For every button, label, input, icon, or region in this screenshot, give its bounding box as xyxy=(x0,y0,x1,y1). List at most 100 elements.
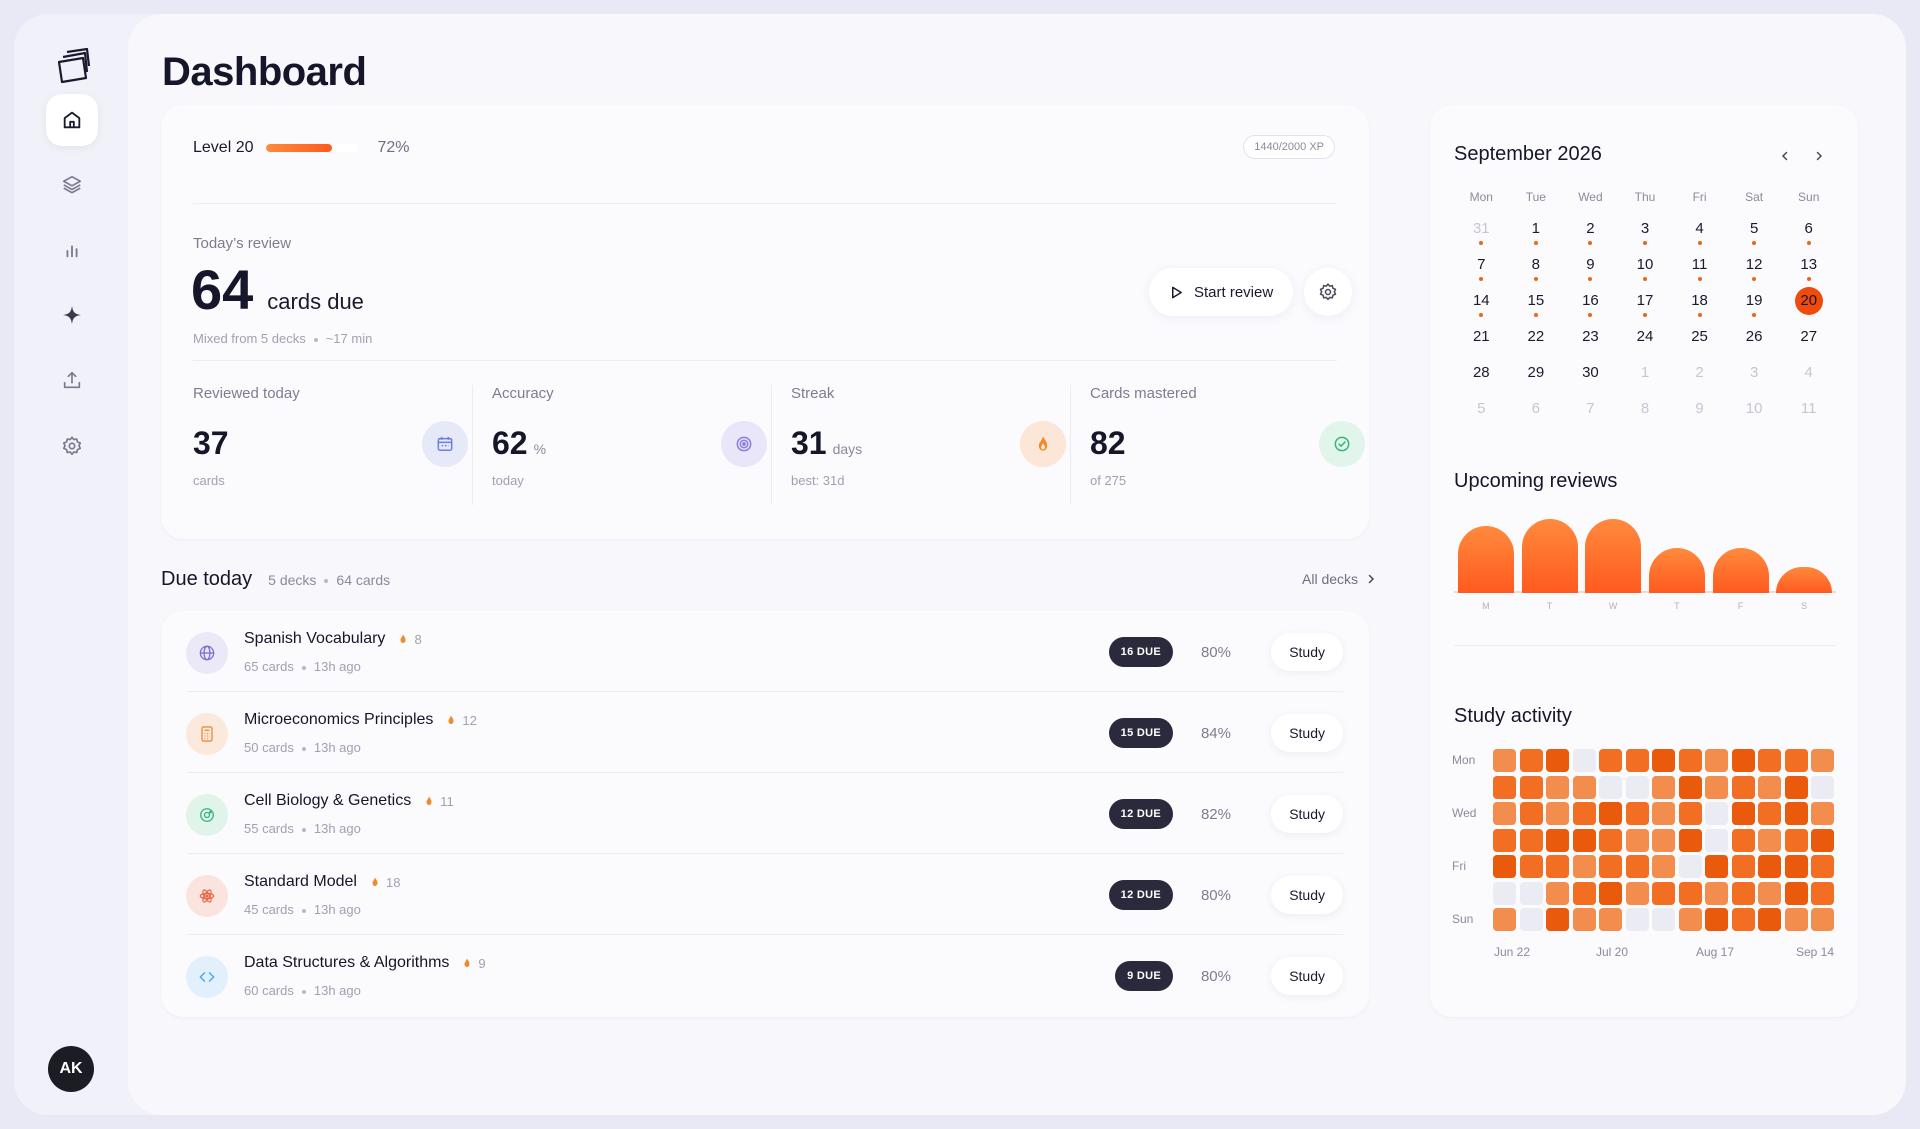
calendar-day[interactable]: 4 xyxy=(1672,215,1727,251)
deck-title: Spanish Vocabulary 8 xyxy=(244,630,422,648)
calendar-day-number: 28 xyxy=(1472,364,1490,381)
calendar-day[interactable]: 10 xyxy=(1618,251,1673,287)
separator-dot xyxy=(301,665,306,670)
calendar-day-number: 2 xyxy=(1586,220,1595,237)
calendar-day[interactable]: 5 xyxy=(1454,395,1509,431)
deck-accuracy: 80% xyxy=(1200,887,1231,904)
calendar-day[interactable]: 11 xyxy=(1672,251,1727,287)
nav-settings-button[interactable] xyxy=(46,420,98,472)
calendar-day[interactable]: 26 xyxy=(1727,323,1782,359)
calendar-day[interactable]: 3 xyxy=(1618,215,1673,251)
calendar-day[interactable]: 1 xyxy=(1618,359,1673,395)
nav-ai-button[interactable] xyxy=(46,289,98,341)
calendar-day[interactable]: 31 xyxy=(1454,215,1509,251)
deck-row-cell-biology-genetics[interactable]: Cell Biology & Genetics 11 55 cards 13h ag… xyxy=(161,773,1369,854)
deck-title: Microeconomics Principles 12 xyxy=(244,711,477,729)
activity-cell xyxy=(1811,775,1834,799)
upcoming-bar-label: S xyxy=(1801,601,1808,611)
user-avatar[interactable]: AK xyxy=(48,1046,94,1092)
calendar-day[interactable]: 11 xyxy=(1781,395,1836,431)
study-button[interactable]: Study xyxy=(1271,795,1343,833)
calendar-day[interactable]: 2 xyxy=(1563,215,1618,251)
calendar-day[interactable]: 23 xyxy=(1563,323,1618,359)
calendar-day[interactable]: 10 xyxy=(1727,395,1782,431)
calendar-day[interactable]: 13 xyxy=(1781,251,1836,287)
due-indicator-dot xyxy=(1697,241,1702,245)
flame-icon xyxy=(448,715,454,724)
calendar-day[interactable]: 1 xyxy=(1509,215,1564,251)
deck-row-standard-model[interactable]: Standard Model 18 45 cards 13h ago 12 DUE … xyxy=(161,854,1369,935)
study-button[interactable]: Study xyxy=(1271,876,1343,914)
weekday-label: Tue xyxy=(1525,190,1546,204)
heatmap-month-label: Jul 20 xyxy=(1596,945,1629,959)
calendar-day[interactable]: 28 xyxy=(1454,359,1509,395)
calendar-day[interactable]: 6 xyxy=(1781,215,1836,251)
heatmap-day-label: Sun xyxy=(1452,912,1474,926)
calendar-day[interactable]: 25 xyxy=(1672,323,1727,359)
stat-label: Streak xyxy=(791,385,835,402)
nav-upload-button[interactable] xyxy=(46,354,98,406)
cell-icon xyxy=(186,794,228,836)
activity-cell xyxy=(1784,775,1808,799)
calendar-prev-button[interactable] xyxy=(1774,145,1796,167)
activity-cell xyxy=(1811,802,1834,825)
study-button[interactable]: Study xyxy=(1271,957,1343,995)
calendar-day[interactable]: 17 xyxy=(1618,287,1673,323)
review-time: ~17 min xyxy=(325,331,373,346)
calendar-day[interactable]: 4 xyxy=(1781,359,1836,395)
calendar-day-number: 27 xyxy=(1800,328,1818,345)
separator-dot xyxy=(301,908,306,913)
activity-cell xyxy=(1519,775,1543,799)
calendar-day[interactable]: 18 xyxy=(1672,287,1727,323)
weekday-label: Sun xyxy=(1798,190,1820,204)
activity-cell xyxy=(1493,828,1516,852)
study-button[interactable]: Study xyxy=(1271,714,1343,752)
calendar-day[interactable]: 29 xyxy=(1509,359,1564,395)
calendar-day[interactable]: 30 xyxy=(1563,359,1618,395)
deck-streak: 8 xyxy=(397,632,422,647)
calendar-day[interactable]: 3 xyxy=(1727,359,1782,395)
due-indicator-dot xyxy=(1479,277,1484,281)
calendar-day[interactable]: 21 xyxy=(1454,323,1509,359)
activity-cell xyxy=(1493,881,1516,905)
calendar-day[interactable]: 14 xyxy=(1454,287,1509,323)
start-review-button[interactable]: Start review xyxy=(1149,268,1294,316)
calendar-day[interactable]: 9 xyxy=(1672,395,1727,431)
calendar-next-button[interactable] xyxy=(1808,145,1830,167)
calendar-day[interactable]: 19 xyxy=(1727,287,1782,323)
heatmap-day-label: Mon xyxy=(1452,753,1476,767)
calendar-day[interactable]: 24 xyxy=(1618,323,1673,359)
activity-cell xyxy=(1758,908,1781,931)
activity-cell xyxy=(1678,775,1702,799)
activity-cell xyxy=(1784,749,1808,772)
calendar-day[interactable]: 9 xyxy=(1563,251,1618,287)
deck-row-data-structures-algorithms[interactable]: Data Structures & Algorithms 9 60 cards 13… xyxy=(161,935,1369,1016)
activity-cell xyxy=(1493,802,1516,825)
calendar-day[interactable]: 12 xyxy=(1727,251,1782,287)
calendar-day-number: 5 xyxy=(1749,220,1759,237)
calendar-day[interactable]: 22 xyxy=(1509,323,1564,359)
calendar-day[interactable]: 7 xyxy=(1454,251,1509,287)
deck-row-spanish-vocabulary[interactable]: Spanish Vocabulary 8 65 cards 13h ago 16 D… xyxy=(161,611,1369,692)
calendar-day[interactable]: 2 xyxy=(1672,359,1727,395)
calendar-day[interactable]: 8 xyxy=(1509,251,1564,287)
calendar-day[interactable]: 6 xyxy=(1509,395,1564,431)
calendar-day[interactable]: 7 xyxy=(1563,395,1618,431)
all-decks-link[interactable]: All decks xyxy=(1302,571,1376,587)
calendar-day-today[interactable]: 20 xyxy=(1781,287,1836,323)
divider xyxy=(187,772,1343,773)
nav-decks-button[interactable] xyxy=(46,158,98,210)
calendar-day[interactable]: 8 xyxy=(1618,395,1673,431)
stat-value-row: 62% xyxy=(492,425,546,462)
nav-home-button[interactable] xyxy=(46,94,98,146)
calendar-day[interactable]: 15 xyxy=(1509,287,1564,323)
calendar-day[interactable]: 16 xyxy=(1563,287,1618,323)
nav-stats-button[interactable] xyxy=(46,224,98,276)
calendar-day[interactable]: 5 xyxy=(1727,215,1782,251)
due-decks-list: Spanish Vocabulary 8 65 cards 13h ago 16 D… xyxy=(161,611,1369,1017)
calendar-day-number: 30 xyxy=(1582,364,1599,381)
study-button[interactable]: Study xyxy=(1271,633,1343,671)
calendar-day[interactable]: 27 xyxy=(1781,323,1836,359)
deck-row-microeconomics-principles[interactable]: Microeconomics Principles 12 50 cards 13h … xyxy=(161,692,1369,773)
review-settings-button[interactable] xyxy=(1304,268,1352,316)
